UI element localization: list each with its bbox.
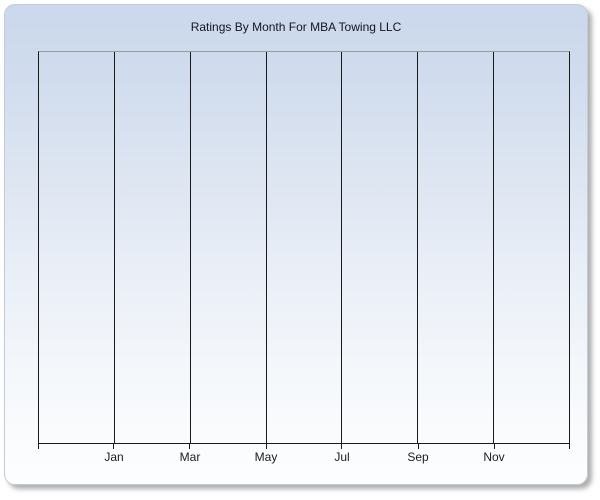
axis-tick [493,444,495,449]
x-tick-label: Nov [483,450,505,464]
vertical-gridline [265,52,267,443]
axis-tick [417,444,419,449]
vertical-gridline [341,52,343,443]
x-tick-label: May [254,450,278,464]
axis-tick [265,444,267,449]
axis-tick [189,444,191,449]
x-tick-label: Jan [104,450,124,464]
chart-panel: Ratings By Month For MBA Towing LLC Jan … [4,4,588,485]
x-tick-label: Jul [334,450,350,464]
x-tick-label: Mar [179,450,201,464]
axis-tick [569,444,570,449]
x-tick-label: Sep [407,450,429,464]
vertical-gridline [492,52,494,443]
vertical-gridline [189,52,191,443]
x-axis-ticks [38,444,570,449]
axis-tick [341,444,343,449]
chart-title: Ratings By Month For MBA Towing LLC [190,20,402,34]
vertical-gridline [114,52,116,443]
x-axis-labels: Jan Mar May Jul Sep Nov [38,450,570,464]
vertical-gridline [417,52,419,443]
axis-tick [38,444,39,449]
plot-area [38,51,570,444]
axis-tick [113,444,115,449]
